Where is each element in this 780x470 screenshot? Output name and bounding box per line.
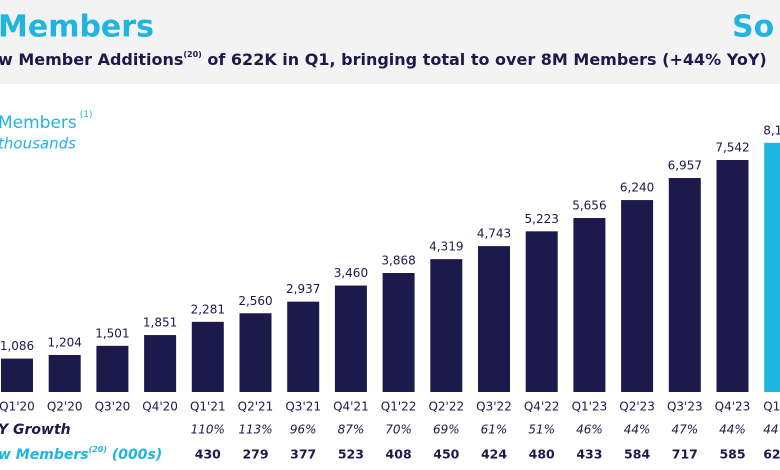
footnote: (20) (89, 445, 107, 454)
value-label: 2,937 (286, 282, 320, 296)
x-tick-label: Q4'20 (142, 400, 178, 414)
growth-value: 47% (671, 423, 698, 437)
value-label: 1,501 (95, 326, 129, 340)
value-label: 5,656 (572, 199, 606, 213)
bar (478, 246, 510, 392)
new-members-value: 279 (242, 447, 268, 462)
bar (382, 273, 415, 392)
bar (764, 142, 780, 392)
growth-value: 87% (338, 423, 365, 437)
bar (430, 259, 463, 392)
x-tick-label: Q1 (763, 400, 780, 414)
new-members-value: 584 (624, 447, 650, 462)
x-tick-label: Q4'21 (333, 400, 369, 414)
x-tick-label: Q3'20 (95, 400, 131, 414)
footnote: (1) (80, 110, 93, 120)
new-members-value: 424 (481, 447, 507, 462)
growth-value: 69% (433, 423, 460, 437)
bar (334, 285, 367, 392)
x-tick-label: Q3'21 (285, 400, 321, 414)
unit-label: thousands (0, 135, 76, 153)
growth-value: 51% (528, 423, 555, 437)
growth-value: 113% (238, 423, 272, 437)
bar (96, 345, 129, 392)
new-members-value: 717 (672, 447, 698, 462)
bar (525, 231, 558, 392)
x-tick-label: Q2'22 (428, 400, 464, 414)
value-label: 1,204 (48, 335, 82, 349)
bar (716, 160, 749, 392)
subtitle-part: w Member Additions (0, 50, 183, 69)
x-tick-label: Q3'22 (476, 400, 512, 414)
x-tick-label: Q4'23 (715, 400, 751, 414)
growth-value: 70% (385, 423, 412, 437)
growth-value: 110% (191, 423, 225, 437)
x-tick-label: Q1'21 (190, 400, 226, 414)
row-name: (000s) (107, 447, 162, 463)
value-label: 7,542 (715, 141, 749, 155)
growth-value: 44 (763, 423, 778, 437)
new-members-value: 433 (576, 447, 602, 462)
value-label: 3,868 (381, 254, 415, 268)
x-tick-label: Q2'20 (47, 400, 83, 414)
value-label: 6,240 (620, 181, 654, 195)
x-tick-label: Q1'23 (572, 400, 608, 414)
bar (191, 321, 224, 392)
growth-value: 46% (576, 423, 603, 437)
value-label: 2,560 (238, 294, 272, 308)
value-label: 8,1 (763, 123, 780, 137)
x-tick-label: Q2'23 (619, 400, 655, 414)
growth-value: 61% (481, 423, 508, 437)
new-members-value: 480 (529, 447, 555, 462)
bar (48, 354, 81, 392)
subtitle: w Member Additions(20) of 622K in Q1, br… (0, 50, 767, 69)
chart-title: Members (0, 10, 154, 45)
series-name: Members (0, 113, 77, 133)
bar (287, 301, 320, 392)
bar (668, 177, 701, 392)
bar (621, 200, 654, 392)
row-name: w Members (0, 447, 89, 463)
x-tick-label: Q1'22 (381, 400, 417, 414)
new-members-value: 62 (763, 447, 780, 462)
bar (1, 358, 33, 392)
subtitle-part: of 622K in Q1, bringing total to over 8M… (202, 50, 767, 69)
logo: So (732, 10, 774, 45)
x-tick-label: Q4'22 (524, 400, 560, 414)
row-label: Y Growth (0, 422, 71, 438)
new-members-value: 523 (338, 447, 364, 462)
new-members-value: 450 (433, 447, 459, 462)
row-label: w Members(20) (000s) (0, 445, 162, 464)
value-label: 4,319 (429, 240, 463, 254)
value-label: 3,460 (334, 266, 368, 280)
growth-value: 96% (290, 423, 317, 437)
new-members-value: 408 (386, 447, 412, 462)
new-members-value: 585 (719, 447, 745, 462)
value-label: 2,281 (191, 302, 225, 316)
growth-value: 44% (719, 423, 746, 437)
x-tick-label: Q1'20 (0, 400, 35, 414)
value-label: 5,223 (525, 212, 559, 226)
bar (573, 218, 606, 392)
new-members-value: 377 (290, 447, 316, 462)
header-band (0, 0, 780, 84)
bar (239, 313, 272, 392)
value-label: 1,851 (143, 316, 177, 330)
value-label: 1,086 (0, 339, 34, 353)
value-label: 6,957 (668, 158, 702, 172)
footnote: (20) (183, 50, 201, 59)
x-tick-label: Q2'21 (238, 400, 274, 414)
growth-value: 44% (624, 423, 651, 437)
value-label: 4,743 (477, 227, 511, 241)
bar (144, 335, 177, 392)
series-label: Members (1) (0, 110, 93, 134)
x-tick-label: Q3'23 (667, 400, 703, 414)
new-members-value: 430 (195, 447, 221, 462)
